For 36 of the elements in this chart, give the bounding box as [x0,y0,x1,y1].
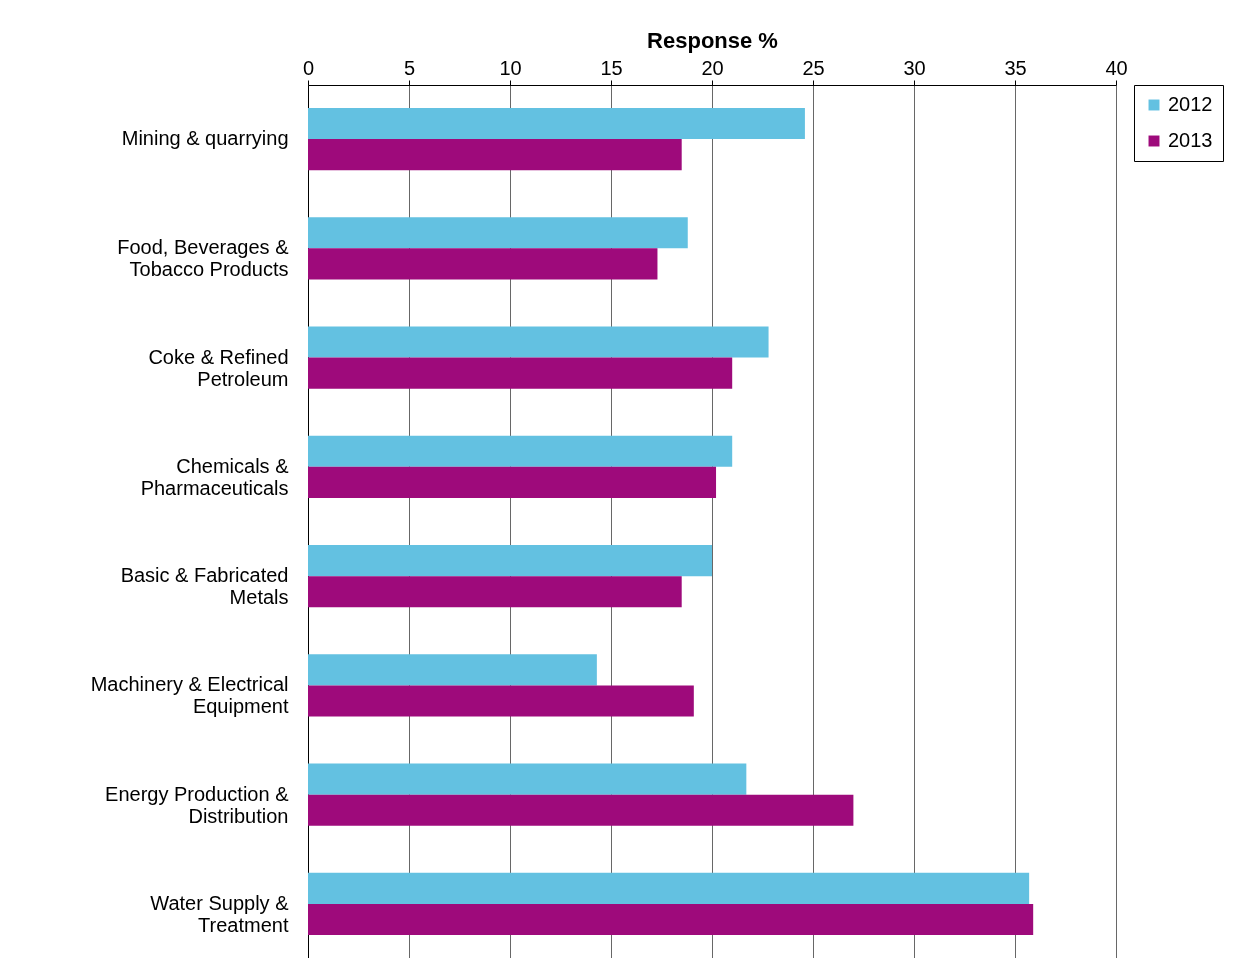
bar [308,903,1034,936]
bar [308,357,733,389]
legend-label: 2012 [1168,93,1213,115]
y-tick-label: Machinery & Electrical Equipment [90,673,289,718]
bar [308,685,694,717]
bar [308,107,805,140]
bar [308,872,1030,904]
legend-label: 2013 [1168,129,1213,151]
y-tick-label: Mining & quarrying [121,127,289,150]
y-tick-label: Basic & Fabricated Metals [120,564,289,609]
y-tick-label: Water Supply & Treatment [150,891,290,936]
x-tick-label: 40 [1105,56,1128,79]
bar [308,466,717,499]
bar [308,435,733,467]
bar [308,326,769,358]
bar [308,794,854,826]
bar [308,576,682,608]
x-tick-label: 5 [403,56,416,79]
x-tick-label: 0 [302,56,315,79]
x-tick-label: 20 [701,56,724,79]
y-tick-label: Food, Beverages & Tobacco Products [117,236,290,281]
x-tick-label: 35 [1004,56,1027,79]
bar [308,248,658,280]
bar [308,763,747,795]
y-tick-label: Coke & Refined Petroleum [148,345,289,390]
bar [308,544,712,577]
bar [308,654,597,686]
y-tick-label: Chemicals & Pharmaceuticals [140,454,290,499]
x-axis-title: Response % [647,27,778,53]
bar [308,217,688,249]
y-tick-label: Energy Production & Distribution [105,782,290,827]
x-tick-label: 30 [903,56,926,79]
bar [308,139,682,171]
x-tick-label: 25 [802,56,825,79]
x-tick-label: 10 [499,56,522,79]
x-tick-label: 15 [600,56,623,79]
